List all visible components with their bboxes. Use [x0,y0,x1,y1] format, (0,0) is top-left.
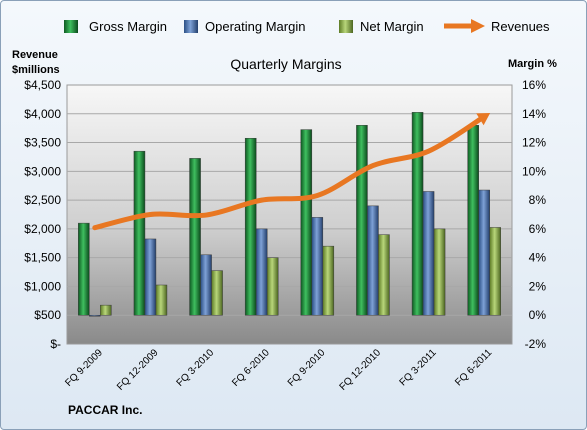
legend-swatch-operating-margin [184,20,198,33]
left-axis-title-line1: Revenue [12,49,58,61]
right-axis-title: Margin % [508,58,557,70]
source-label: PACCAR Inc. [68,403,142,417]
bar-gross-margin [467,125,479,316]
bar-gross-margin [189,158,201,316]
bar-net-margin [489,227,501,316]
legend-label-gross-margin: Gross Margin [89,19,167,34]
bar-operating-margin [367,205,379,316]
bar-gross-margin [78,222,90,316]
category-label: FQ 12-2009 [115,347,161,393]
right-axis-ticks: -2% 0% 2% 4% 6% 8% 10% 12% 14% 16% [522,78,546,351]
bar-net-margin [155,284,168,316]
bar-gross-margin [244,137,257,316]
legend-swatch-gross-margin [64,20,78,33]
left-tick-label: $- [50,337,61,351]
right-tick-label: 10% [522,164,546,178]
left-tick-label: $1,500 [24,251,61,265]
left-tick-label: $1,000 [24,279,61,293]
bar-operating-margin [478,189,490,316]
legend: Gross Margin Operating Margin Net Margin… [64,19,550,34]
category-label: FQ 3-2010 [175,347,217,389]
bar-net-margin [378,234,390,316]
left-tick-label: $500 [34,308,61,322]
bar-gross-margin [300,129,313,316]
bar-operating-margin [200,254,212,316]
bars [78,112,501,317]
revenue-arrowhead [476,112,491,126]
bar-gross-margin [133,150,146,316]
bar-gross-margin [411,112,424,316]
category-label: FQ 3-2011 [398,347,439,388]
category-label: FQ 12-2010 [338,347,384,393]
bar-net-margin [433,228,446,316]
left-tick-label: $2,000 [24,222,61,236]
category-label: FQ 6-2011 [453,347,494,388]
bar-net-margin [211,270,223,316]
bar-operating-margin [144,238,157,316]
right-tick-label: 12% [522,136,546,150]
legend-arrow-revenues [471,19,485,33]
bar-operating-margin [89,314,101,317]
bar-operating-margin [255,228,268,316]
left-tick-label: $3,000 [24,164,61,178]
legend-label-revenues: Revenues [491,19,550,34]
bar-net-margin [100,304,112,316]
right-tick-label: 4% [529,251,547,265]
category-label: FQ 6-2010 [230,347,272,389]
left-tick-label: $3,500 [24,136,61,150]
bar-operating-margin [311,217,324,316]
revenue-line [92,112,491,231]
right-tick-label: 6% [529,222,547,236]
bar-gross-margin [356,125,368,316]
left-tick-label: $4,500 [24,78,61,92]
chart-title: Quarterly Margins [230,56,341,72]
category-label: FQ 9-2009 [63,347,105,389]
left-tick-label: $2,500 [24,193,61,207]
right-tick-label: 8% [529,193,547,207]
left-axis-ticks: $- $500 $1,000 $1,500 $2,000 $2,500 $3,000 $3,5… [24,78,61,351]
right-tick-label: 14% [522,107,546,121]
right-tick-label: 16% [522,78,546,92]
bar-net-margin [322,245,335,316]
category-label: FQ 9-2010 [286,347,328,389]
bar-operating-margin [422,191,435,316]
legend-swatch-net-margin [339,20,353,33]
category-labels: FQ 9-2009 FQ 12-2009 FQ 3-2010 FQ 6-2010 FQ … [63,347,494,393]
left-axis-title-line2: $millions [12,64,60,76]
right-tick-label: 0% [529,308,547,322]
right-tick-label: 2% [529,279,547,293]
legend-label-operating-margin: Operating Margin [205,19,305,34]
bar-net-margin [266,257,279,316]
left-tick-label: $4,000 [24,107,61,121]
right-tick-label: -2% [525,337,547,351]
legend-label-net-margin: Net Margin [360,19,424,34]
